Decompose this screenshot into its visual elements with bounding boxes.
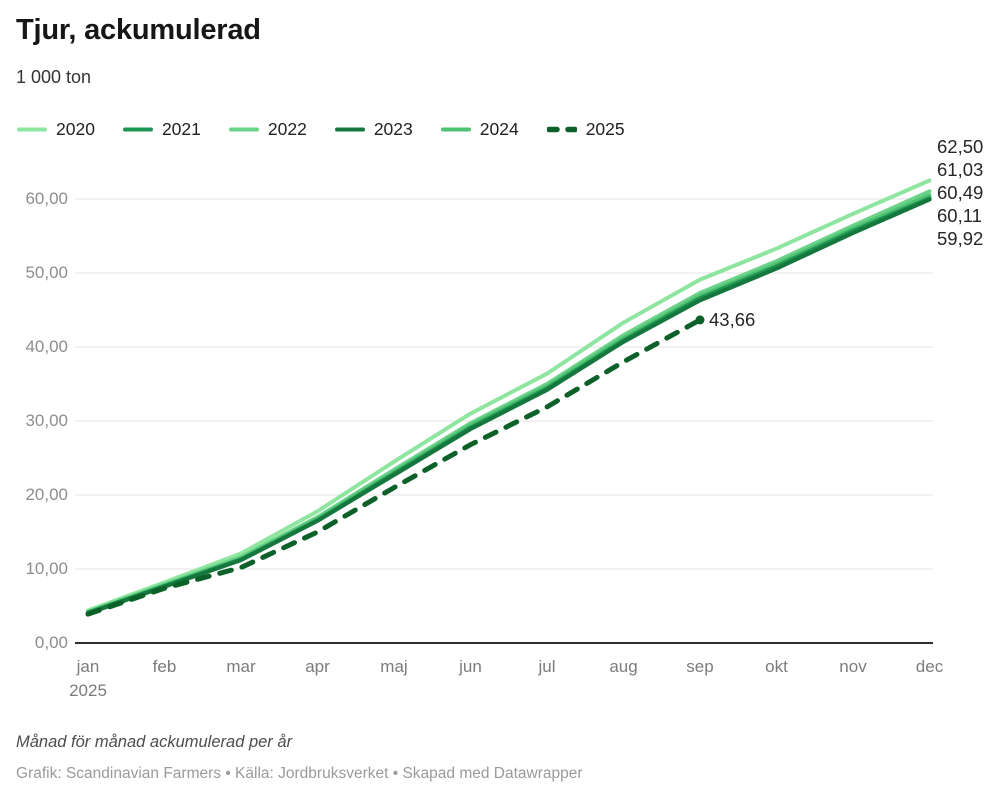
- series-line-2024: [86, 193, 932, 615]
- legend-swatch-icon: [228, 127, 259, 132]
- x-axis-tick-label: jun: [459, 657, 482, 676]
- legend-swatch-icon: [122, 127, 153, 132]
- value-label-2024: 60,49: [937, 182, 984, 203]
- x-axis-tick-label: nov: [839, 657, 867, 676]
- y-axis-tick-label: 10,00: [25, 559, 68, 578]
- legend-swatch-icon: [17, 127, 47, 132]
- series-line-2023: [86, 197, 932, 616]
- value-label-2020: 62,50: [937, 136, 984, 157]
- value-label-2025: 43,66: [709, 308, 756, 330]
- legend-swatch-icon: [334, 127, 365, 132]
- legend-item-2024[interactable]: 2024: [440, 119, 519, 140]
- legend-item-2022[interactable]: 2022: [228, 119, 307, 140]
- x-axis-tick-label: dec: [915, 657, 944, 676]
- x-axis-tick-label: jul: [538, 657, 556, 676]
- legend-label: 2022: [267, 119, 307, 139]
- x-axis-year-label: 2025: [69, 681, 107, 700]
- series-line-2021: [86, 196, 932, 615]
- x-axis-tick-label: okt: [765, 657, 788, 676]
- legend: 2020 2021 2022 2023 2024 2025: [17, 119, 625, 140]
- chart-notes: Månad för månad ackumulerad per år: [16, 733, 293, 751]
- legend-swatch-icon: [440, 127, 471, 132]
- legend-label: 2025: [585, 119, 625, 139]
- chart-unit-subtitle: 1 000 ton: [16, 67, 92, 87]
- page-title: Tjur, ackumulerad: [16, 14, 261, 46]
- value-label-2022: 61,03: [937, 159, 984, 180]
- y-axis-tick-label: 50,00: [25, 263, 68, 282]
- chart-footer: Månad för månad ackumulerad per år Grafi…: [16, 733, 984, 783]
- legend-label: 2020: [56, 119, 95, 139]
- x-axis-tick-label: sep: [686, 657, 714, 676]
- value-label-2021: 60,11: [937, 205, 982, 226]
- x-axis-tick-label: maj: [380, 657, 408, 676]
- legend-label: 2023: [373, 119, 413, 139]
- chart-byline: Grafik: Scandinavian Farmers • Källa: Jo…: [16, 765, 583, 782]
- legend-item-2020[interactable]: 2020: [17, 119, 95, 140]
- y-axis-tick-label: 30,00: [25, 411, 68, 430]
- y-axis-tick-label: 0,00: [34, 633, 68, 652]
- x-axis-tick-label: mar: [226, 657, 256, 676]
- y-axis-tick-label: 40,00: [25, 337, 68, 356]
- series-line-2022: [86, 189, 932, 614]
- legend-label: 2024: [479, 119, 519, 139]
- series-line-2025: [85, 317, 703, 617]
- legend-item-2025[interactable]: 2025: [546, 119, 625, 140]
- y-axis-tick-label: 20,00: [25, 485, 68, 504]
- legend-item-2023[interactable]: 2023: [334, 119, 413, 140]
- x-axis-tick-label: feb: [152, 657, 177, 676]
- legend-label: 2021: [161, 119, 201, 139]
- chart-header: Tjur, ackumulerad 1 000 ton: [16, 14, 984, 88]
- x-axis-tick-label: aug: [609, 657, 638, 676]
- value-label-2023: 59,92: [937, 228, 984, 249]
- series-end-dot-2025: [695, 315, 705, 325]
- legend-swatch-icon: [546, 126, 577, 133]
- x-axis-tick-label: jan: [76, 657, 100, 676]
- y-axis-tick-label: 60,00: [25, 189, 68, 208]
- legend-item-2021[interactable]: 2021: [122, 119, 201, 140]
- series-line-2020: [86, 178, 932, 613]
- x-axis-tick-label: apr: [305, 657, 330, 676]
